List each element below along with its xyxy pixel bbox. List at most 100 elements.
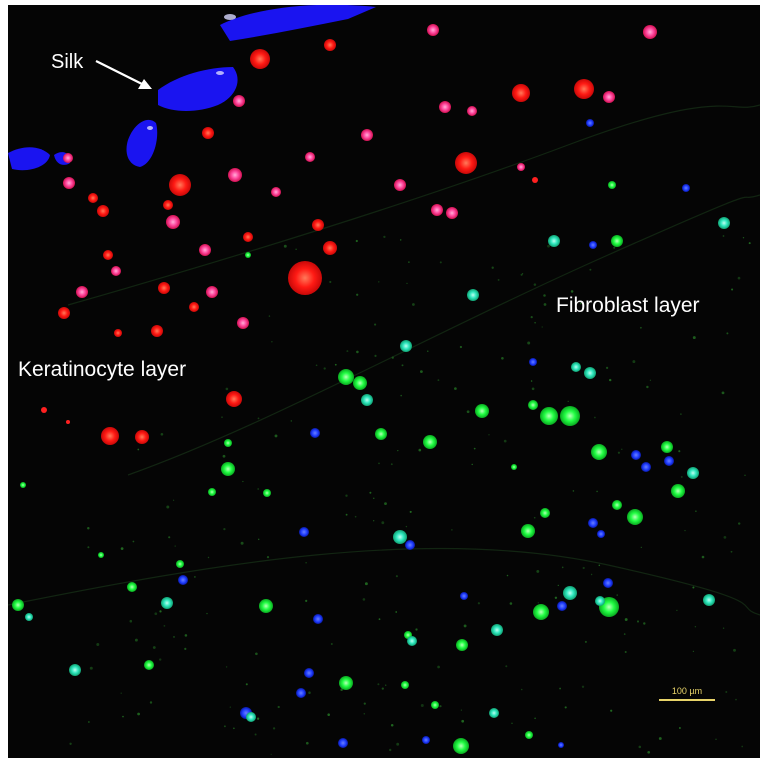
background-speckle xyxy=(373,520,375,522)
fibroblast-cell xyxy=(20,482,26,488)
fibroblast-cell xyxy=(407,636,417,646)
keratinocyte-cell xyxy=(111,266,121,276)
background-speckle xyxy=(389,748,392,752)
background-speckle xyxy=(233,727,235,730)
background-speckle xyxy=(643,622,646,625)
fibroblast-cell xyxy=(375,428,387,440)
background-speckle xyxy=(415,628,418,631)
background-speckle xyxy=(623,633,626,635)
background-speckle xyxy=(356,350,359,354)
fibroblast-cell xyxy=(560,406,580,426)
background-speckle xyxy=(427,350,429,352)
fibroblast-cell xyxy=(528,400,538,410)
fibroblast-cell xyxy=(511,464,517,470)
background-speckle xyxy=(543,303,547,306)
background-speckle xyxy=(616,594,618,596)
background-speckle xyxy=(527,341,531,345)
background-speckle xyxy=(166,505,170,509)
background-speckle xyxy=(132,540,135,543)
background-speckle xyxy=(466,410,470,414)
background-speckle xyxy=(159,658,162,661)
nucleus-dot xyxy=(641,462,651,472)
keratinocyte-cell xyxy=(158,282,170,294)
background-speckle xyxy=(505,665,508,668)
background-speckle xyxy=(547,244,550,248)
nucleus-dot xyxy=(603,578,613,588)
background-speckle xyxy=(748,242,751,245)
background-speckle xyxy=(149,701,153,704)
background-speckle xyxy=(694,625,697,628)
background-speckle xyxy=(491,266,494,269)
background-speckle xyxy=(122,715,124,718)
background-speckle xyxy=(396,742,400,746)
background-speckle xyxy=(680,475,683,478)
micrograph-frame: Silk Fibroblast layer Keratinocyte layer… xyxy=(8,5,760,758)
keratinocyte-cell xyxy=(243,232,253,242)
keratinocyte-cell xyxy=(226,391,242,407)
background-speckle xyxy=(373,497,375,499)
background-speckle xyxy=(511,722,513,724)
background-speckle xyxy=(159,610,162,613)
fibroblast-cell xyxy=(540,508,550,518)
keratinocyte-cell xyxy=(41,407,47,413)
background-speckle xyxy=(584,640,587,643)
background-speckle xyxy=(649,379,652,381)
background-speckle xyxy=(271,341,273,343)
fibroblast-cell xyxy=(591,444,607,460)
fibroblast-cell xyxy=(401,681,409,689)
background-speckle xyxy=(363,712,366,715)
background-speckle xyxy=(96,643,100,646)
background-speckle xyxy=(363,702,366,705)
background-speckle xyxy=(536,569,540,573)
background-speckle xyxy=(362,598,366,601)
keratinocyte-cell xyxy=(427,24,439,36)
fibroblast-cell xyxy=(703,594,715,606)
background-speckle xyxy=(406,282,408,284)
background-speckle xyxy=(624,650,627,654)
background-speckle xyxy=(733,648,736,652)
fibroblast-cell xyxy=(127,582,137,592)
nucleus-dot xyxy=(664,456,674,466)
nucleus-dot xyxy=(296,688,306,698)
background-speckle xyxy=(378,281,380,283)
background-speckle xyxy=(503,439,507,443)
keratinocyte-cell xyxy=(151,325,163,337)
fibroblast-cell xyxy=(612,500,622,510)
background-speckle xyxy=(451,529,453,531)
nucleus-dot xyxy=(631,450,641,460)
silk-arrow xyxy=(95,60,152,89)
background-speckle xyxy=(596,490,598,493)
silk-highlights xyxy=(147,14,236,130)
background-speckle xyxy=(129,619,133,623)
keratinocyte-cell xyxy=(288,261,322,295)
background-speckle xyxy=(678,450,681,453)
fibroblast-cell xyxy=(400,340,412,352)
background-speckle xyxy=(194,576,196,578)
fibroblast-cell xyxy=(718,217,730,229)
keratinocyte-cell xyxy=(169,174,191,196)
fibroblast-cell xyxy=(12,599,24,611)
background-speckle xyxy=(268,315,271,317)
keratinocyte-cell xyxy=(88,193,98,203)
background-speckle xyxy=(225,387,229,391)
keratinocyte-cell xyxy=(467,106,477,116)
background-speckle xyxy=(533,516,536,519)
background-speckle xyxy=(274,434,278,438)
fibroblast-cell xyxy=(245,252,251,258)
background-speckle xyxy=(272,727,276,730)
keratinocyte-cell xyxy=(271,187,281,197)
background-speckle xyxy=(305,741,309,745)
cell-layer xyxy=(12,24,751,755)
background-speckle xyxy=(277,705,280,709)
background-speckle xyxy=(355,239,358,243)
background-speckle xyxy=(340,688,343,691)
keratinocyte-cell xyxy=(603,91,615,103)
fibroblast-cell xyxy=(25,613,33,621)
fibroblast-cell xyxy=(263,489,271,497)
background-speckle xyxy=(390,463,393,466)
background-speckle xyxy=(225,666,228,668)
background-speckle xyxy=(329,280,332,284)
background-speckle xyxy=(89,666,93,670)
background-speckle xyxy=(725,691,728,693)
background-speckle xyxy=(270,753,272,755)
